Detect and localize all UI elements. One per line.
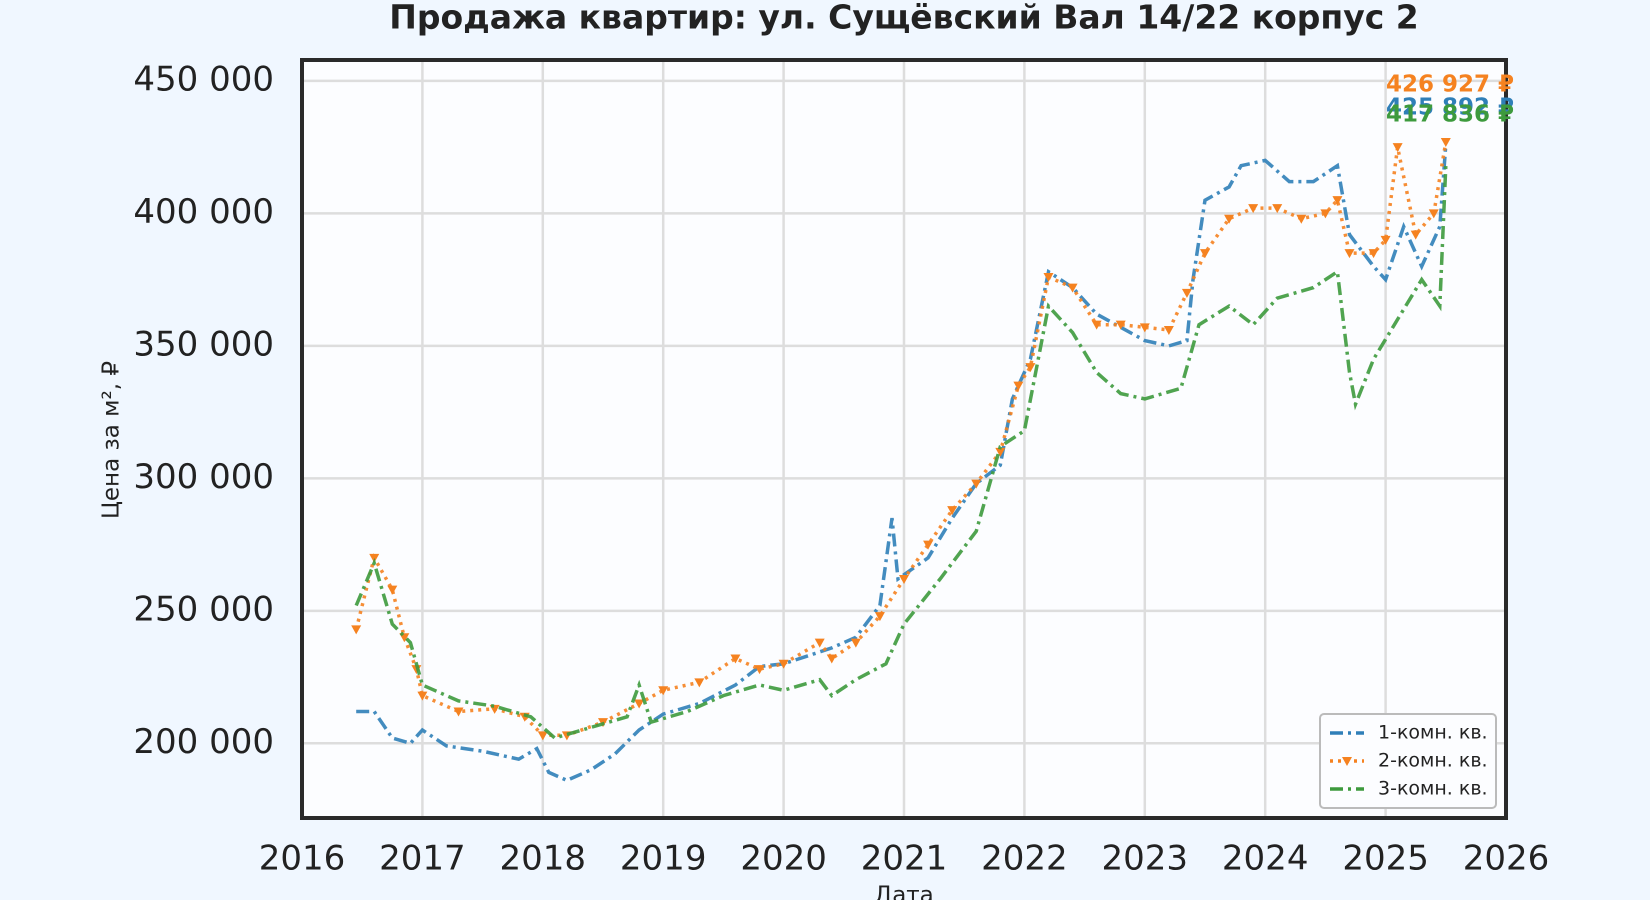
legend-label: 2-комн. кв. (1378, 750, 1488, 772)
marker (453, 707, 464, 717)
y-tick-label: 250 000 (133, 589, 274, 629)
y-tick-label: 300 000 (133, 457, 274, 497)
y-axis-label: Цена за м², ₽ (99, 361, 125, 519)
marker (1181, 288, 1192, 298)
chart-title: Продажа квартир: ул. Сущёвский Вал 14/22… (389, 0, 1419, 37)
x-tick-label: 2021 (861, 839, 948, 879)
y-tick-label: 400 000 (133, 192, 274, 232)
end-label: 417 836 ₽ (1386, 102, 1514, 128)
marker (1320, 209, 1331, 219)
marker (658, 686, 669, 696)
marker (814, 638, 825, 648)
x-tick-label: 2025 (1342, 839, 1429, 879)
series-line (354, 166, 1448, 740)
y-tick-label: 350 000 (133, 324, 274, 364)
grid (300, 60, 1508, 818)
marker (417, 691, 428, 701)
marker (1296, 214, 1307, 224)
marker (826, 654, 837, 664)
marker (1163, 325, 1174, 335)
marker (1380, 235, 1391, 245)
x-tick-label: 2024 (1222, 839, 1309, 879)
marker (899, 575, 909, 585)
marker (634, 699, 645, 709)
marker (754, 665, 765, 675)
marker (1067, 283, 1078, 293)
legend-box (1319, 713, 1497, 809)
legend: 1-комн. кв. 2-комн. кв. 3-комн. кв. (1319, 713, 1497, 809)
legend-label: 1-комн. кв. (1378, 722, 1488, 744)
marker (730, 654, 741, 664)
x-tick-label: 2017 (379, 839, 466, 879)
series-line (356, 144, 1448, 783)
marker (1043, 272, 1054, 282)
marker (778, 659, 789, 669)
y-tick-label: 200 000 (133, 722, 274, 762)
marker (1025, 363, 1036, 373)
marker (1272, 204, 1283, 214)
marker (1440, 138, 1451, 148)
x-tick-label: 2022 (981, 839, 1068, 879)
x-tick-label: 2016 (259, 839, 346, 879)
marker (1428, 209, 1439, 219)
marker (1115, 320, 1126, 330)
marker (1200, 249, 1210, 259)
marker (351, 625, 362, 635)
legend-marker (1342, 757, 1352, 766)
marker (995, 447, 1006, 457)
marker (694, 678, 705, 688)
marker (1392, 143, 1403, 153)
marker (1139, 323, 1150, 333)
marker (1091, 320, 1102, 330)
marker (1368, 249, 1379, 259)
x-tick-label: 2023 (1102, 839, 1189, 879)
marker (850, 638, 861, 648)
marker (1013, 381, 1024, 391)
marker (369, 553, 380, 563)
marker (1248, 204, 1259, 214)
legend-label: 3-комн. кв. (1378, 778, 1488, 800)
x-axis-label: Дата (874, 883, 934, 900)
end-label: 426 927 ₽ (1386, 72, 1514, 98)
marker (1344, 249, 1355, 259)
plot-frame (300, 58, 1508, 820)
x-tick-label: 2018 (500, 839, 587, 879)
marker (947, 506, 958, 516)
x-tick-label: 2020 (740, 839, 827, 879)
x-tick-label: 2019 (620, 839, 707, 879)
marker (874, 612, 885, 622)
marker (1410, 230, 1421, 240)
marker (923, 540, 934, 550)
marker (971, 479, 982, 489)
y-tick-label: 450 000 (133, 59, 274, 99)
marker (1332, 196, 1343, 206)
lines (351, 138, 1451, 783)
marker (387, 585, 398, 595)
marker (537, 731, 548, 741)
x-tick-label: 2026 (1463, 839, 1550, 879)
marker (1224, 214, 1235, 224)
end-label: 425 892 ₽ (1386, 95, 1514, 121)
